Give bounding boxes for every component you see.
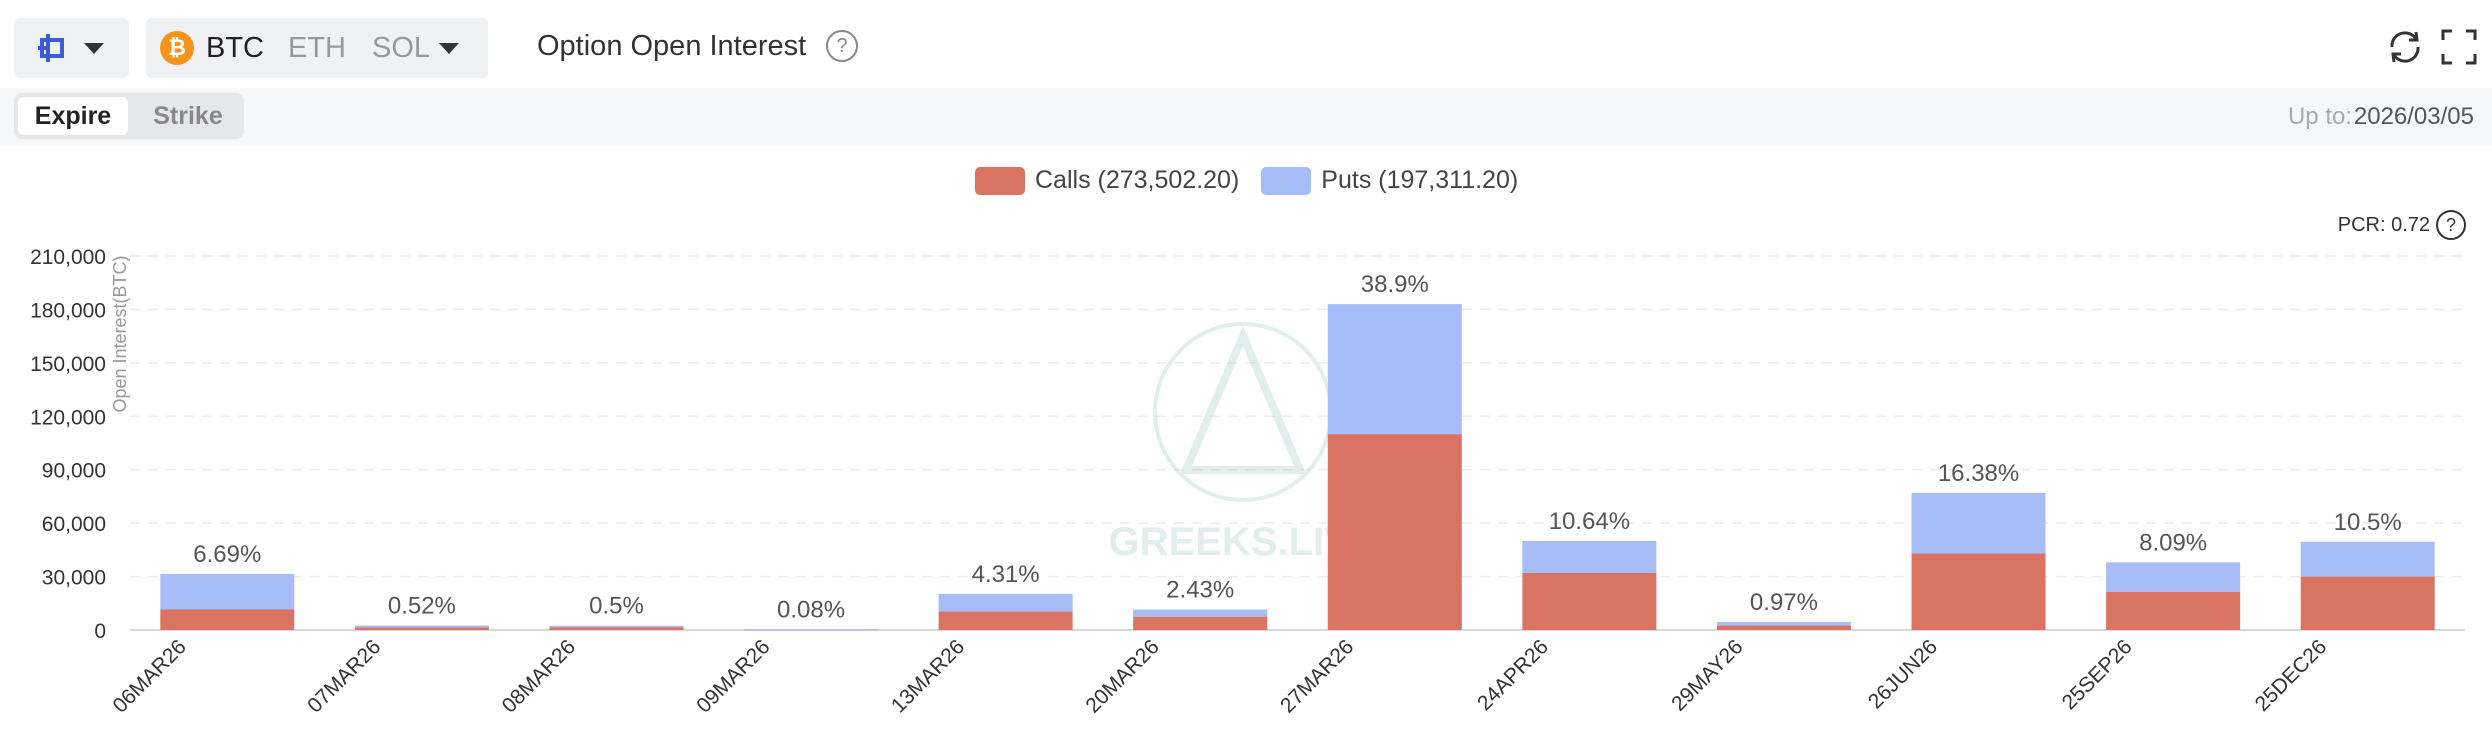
tab-expire[interactable]: Expire [18, 97, 128, 135]
bar-calls-25sep26[interactable] [2106, 591, 2241, 630]
legend-puts-label[interactable]: Puts (197,311.20) [1321, 166, 1519, 194]
bar-puts-27mar26[interactable] [1327, 304, 1462, 435]
y-tick-label: 120,000 [30, 406, 106, 429]
bar-calls-20mar26[interactable] [1133, 616, 1268, 630]
bar-calls-25dec26[interactable] [2300, 576, 2435, 630]
bar-percent-label: 38.9% [1361, 271, 1429, 298]
bar-percent-label: 0.5% [589, 593, 644, 620]
bitcoin-icon: ₿ [160, 31, 194, 65]
bar-puts-13mar26[interactable] [938, 593, 1073, 612]
chart-legend: Calls (273,502.20) Puts (197,311.20) [975, 166, 1518, 195]
refresh-icon[interactable] [2386, 28, 2424, 66]
legend-calls-label[interactable]: Calls (273,502.20) [1035, 166, 1240, 194]
bar-calls-06mar26[interactable] [160, 609, 295, 630]
bar-calls-26jun26[interactable] [1911, 553, 2046, 630]
bar-calls-13mar26[interactable] [938, 611, 1073, 630]
bar-puts-09mar26[interactable] [744, 629, 879, 631]
bar-calls-08mar26[interactable] [549, 627, 684, 630]
y-tick-label: 90,000 [42, 460, 106, 483]
bar-puts-29may26[interactable] [1716, 621, 1851, 626]
bar-percent-label: 4.31% [972, 561, 1040, 588]
coin-btc[interactable]: BTC [206, 32, 264, 64]
bar-puts-08mar26[interactable] [549, 625, 684, 628]
legend-puts-swatch[interactable] [1261, 166, 1312, 195]
bars [160, 304, 2435, 631]
legend-calls-swatch[interactable] [975, 166, 1025, 195]
pcr-label: PCR: 0.72 [2337, 214, 2430, 236]
chart-grid [130, 255, 2465, 631]
bar-percent-label: 0.08% [777, 596, 845, 623]
x-tick-label: 13MAR26 [887, 635, 969, 717]
x-tick-label: 25SEP26 [2058, 635, 2137, 714]
top-bar: ₿ BTC ETH SOL Option Open Interest ? [0, 0, 2492, 90]
fullscreen-icon[interactable] [2440, 28, 2478, 66]
y-tick-label: 30,000 [42, 567, 106, 590]
x-tick-label: 08MAR26 [498, 635, 580, 717]
exchange-selector[interactable] [14, 18, 129, 78]
bar-percent-label: 10.5% [2334, 509, 2402, 536]
bar-puts-06mar26[interactable] [160, 573, 295, 610]
bar-labels: 6.69% 0.52% 0.5% 0.08% 4.31% 2.43% 38.9% 10.64%… [193, 271, 2401, 623]
bar-percent-label: 2.43% [1166, 577, 1234, 604]
y-axis-label: Open Interest(BTC) [110, 255, 130, 412]
page-title: Option Open Interest [537, 30, 807, 62]
x-tick-label: 25DEC26 [2251, 635, 2332, 716]
bar-percent-label: 10.64% [1549, 508, 1630, 535]
x-tick-label: 26JUN26 [1864, 635, 1942, 713]
coin-eth[interactable]: ETH [288, 32, 346, 64]
bar-calls-27mar26[interactable] [1327, 434, 1462, 630]
x-tick-label: 20MAR26 [1081, 635, 1163, 717]
bar-puts-07mar26[interactable] [354, 625, 489, 628]
upto-label: Up to: [2287, 103, 2352, 130]
y-tick-label: 180,000 [30, 299, 106, 322]
bar-puts-20mar26[interactable] [1133, 609, 1268, 617]
y-axis: 0 30,000 60,000 90,000 120,000 150,000 180,000… [30, 246, 106, 643]
view-toggle: Expire Strike [14, 93, 244, 139]
y-tick-label: 210,000 [30, 246, 106, 269]
x-tick-label: 24APR26 [1473, 635, 1553, 715]
bar-percent-label: 0.52% [388, 593, 456, 620]
help-icon[interactable]: ? [826, 30, 858, 62]
bar-puts-24apr26[interactable] [1522, 540, 1657, 574]
bar-percent-label: 0.97% [1750, 589, 1818, 616]
bar-percent-label: 8.09% [2139, 529, 2207, 556]
bar-calls-07mar26[interactable] [354, 627, 489, 630]
pcr-help-icon[interactable]: ? [2436, 210, 2466, 240]
chevron-down-icon[interactable] [439, 43, 459, 54]
chevron-down-icon [84, 43, 104, 54]
x-tick-label: 07MAR26 [303, 635, 385, 717]
x-tick-label: 06MAR26 [109, 635, 191, 717]
y-tick-label: 0 [94, 620, 106, 643]
exchange-logo-icon [38, 34, 64, 62]
y-tick-label: 150,000 [30, 353, 106, 376]
coin-selector: ₿ BTC ETH SOL [146, 18, 488, 78]
bar-puts-25dec26[interactable] [2300, 541, 2435, 577]
watermark-triangle [1179, 325, 1307, 474]
bar-calls-24apr26[interactable] [1522, 573, 1657, 630]
x-tick-label: 27MAR26 [1276, 635, 1358, 717]
x-tick-label: 29MAY26 [1667, 635, 1747, 715]
bar-percent-label: 6.69% [193, 541, 261, 568]
bar-puts-25sep26[interactable] [2106, 562, 2241, 592]
x-axis: 06MAR26 07MAR26 08MAR26 09MAR26 13MAR26 20MAR… [109, 635, 2332, 717]
y-tick-label: 60,000 [42, 513, 106, 536]
upto-date[interactable]: 2026/03/05 [2353, 103, 2474, 130]
x-tick-label: 09MAR26 [692, 635, 774, 717]
bar-percent-label: 16.38% [1938, 460, 2019, 487]
tab-strike[interactable]: Strike [153, 102, 223, 130]
bar-puts-26jun26[interactable] [1911, 492, 2046, 554]
filter-bar: Expire Strike Up to: 2026/03/05 [0, 88, 2492, 146]
coin-sol[interactable]: SOL [372, 32, 431, 64]
bar-calls-29may26[interactable] [1716, 625, 1851, 630]
